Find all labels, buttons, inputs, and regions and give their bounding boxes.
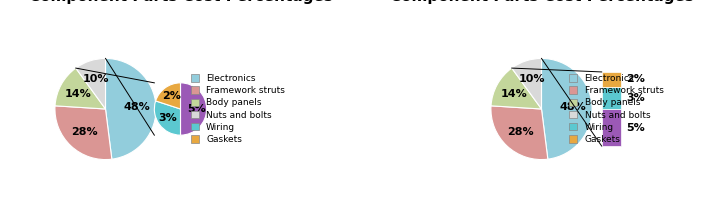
Wedge shape: [55, 68, 105, 109]
Wedge shape: [76, 58, 105, 109]
Text: 2%: 2%: [162, 91, 180, 101]
Text: 3%: 3%: [626, 93, 645, 103]
Text: 10%: 10%: [518, 74, 545, 84]
Text: 5%: 5%: [626, 123, 645, 133]
Text: 28%: 28%: [71, 127, 97, 137]
Wedge shape: [180, 83, 206, 135]
Text: 14%: 14%: [500, 89, 527, 99]
Wedge shape: [491, 106, 548, 160]
Title: Component Parts Cost Percentages: Component Parts Cost Percentages: [29, 0, 332, 4]
Bar: [601, 72, 621, 87]
Text: 3%: 3%: [158, 113, 177, 123]
Wedge shape: [512, 58, 542, 109]
Text: 10%: 10%: [82, 74, 109, 84]
Text: 2%: 2%: [626, 74, 645, 84]
Wedge shape: [156, 83, 180, 109]
Text: 5%: 5%: [187, 104, 206, 114]
Wedge shape: [491, 68, 542, 109]
Text: 14%: 14%: [65, 89, 92, 99]
Legend: Electronics, Framework struts, Body panels, Nuts and bolts, Wiring, Gaskets: Electronics, Framework struts, Body pane…: [569, 74, 664, 144]
Wedge shape: [542, 58, 592, 159]
Text: 28%: 28%: [507, 127, 534, 137]
Wedge shape: [105, 58, 156, 159]
Bar: [601, 109, 621, 146]
Text: 48%: 48%: [123, 102, 150, 112]
Text: 48%: 48%: [560, 102, 586, 112]
Wedge shape: [155, 101, 180, 135]
Title: Component Parts Cost Percentages: Component Parts Cost Percentages: [390, 0, 693, 4]
Legend: Electronics, Framework struts, Body panels, Nuts and bolts, Wiring, Gaskets: Electronics, Framework struts, Body pane…: [191, 74, 285, 144]
Wedge shape: [55, 106, 112, 160]
Bar: [601, 87, 621, 109]
